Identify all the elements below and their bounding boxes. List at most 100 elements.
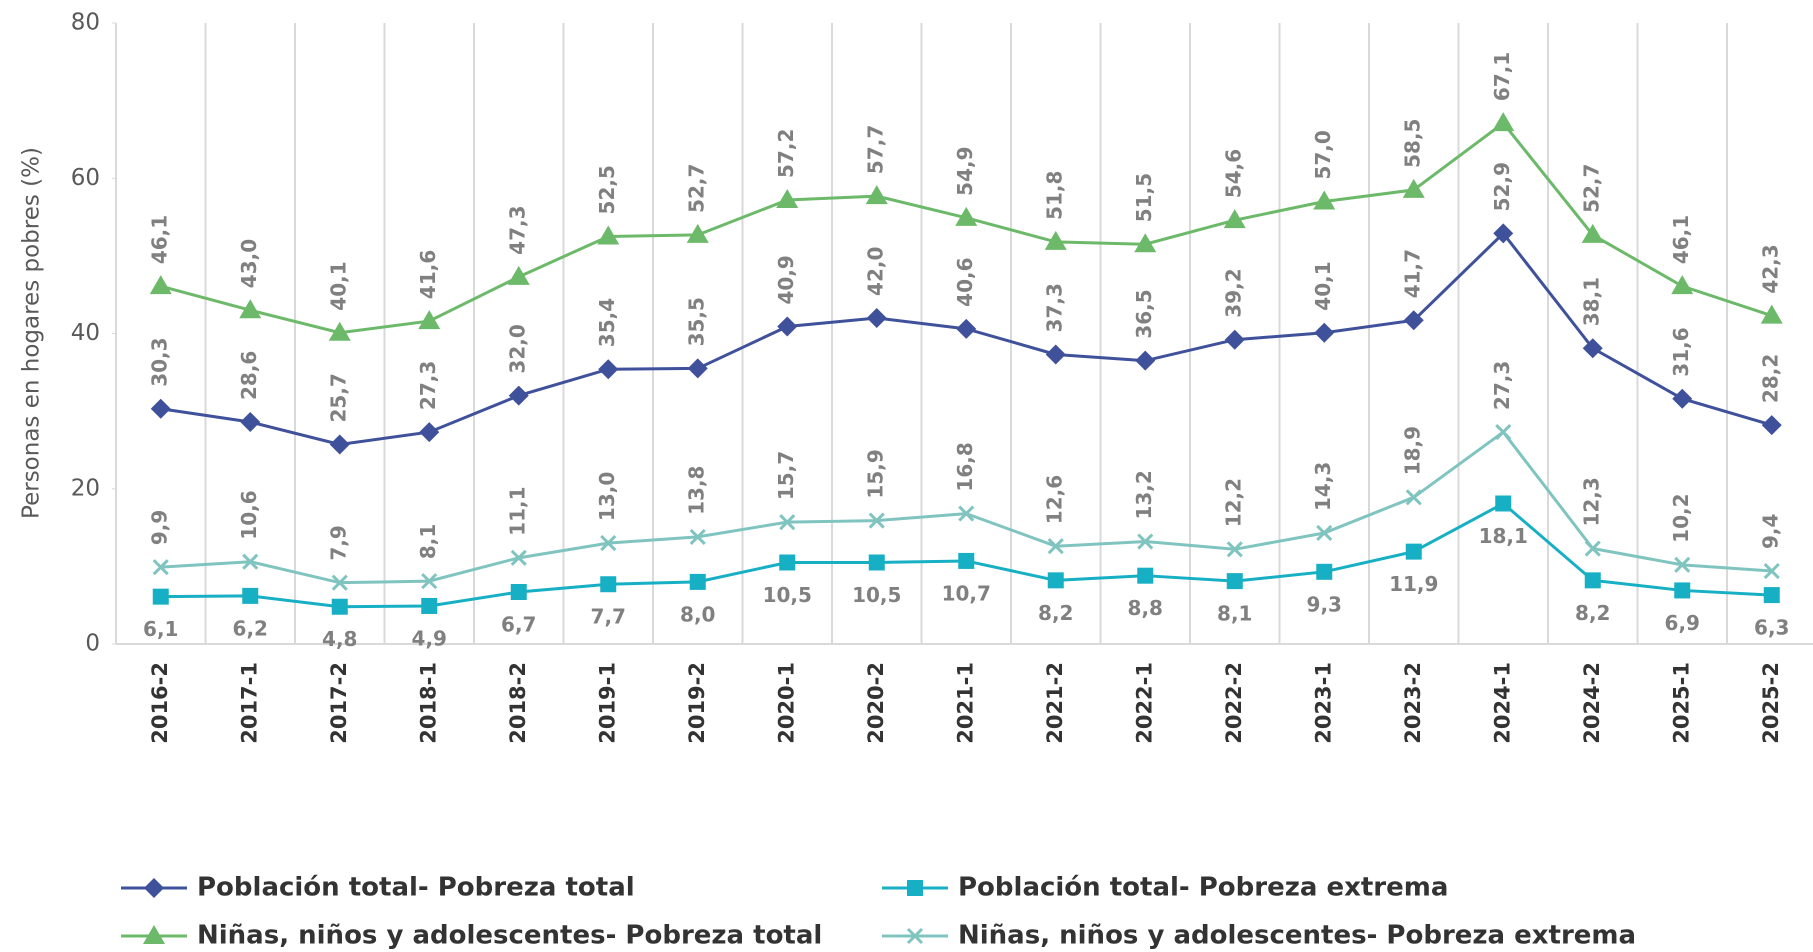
legend-label: Población total- Pobreza extrema (958, 873, 1448, 903)
marker (421, 597, 438, 614)
value-label: 9,4 (1758, 514, 1782, 549)
value-label: 7,9 (326, 525, 350, 560)
marker (597, 225, 620, 245)
marker (1763, 587, 1780, 604)
marker (865, 185, 888, 205)
value-label: 25,7 (326, 373, 350, 422)
marker (240, 411, 261, 432)
marker (1044, 230, 1067, 250)
value-label: 13,0 (595, 472, 619, 521)
marker (689, 528, 706, 545)
value-label: 4,8 (322, 627, 357, 651)
value-label: 8,8 (1128, 596, 1163, 620)
value-label: 11,1 (505, 486, 529, 535)
marker (955, 206, 978, 226)
marker (1584, 540, 1601, 557)
marker (868, 554, 885, 571)
value-label: 41,6 (416, 250, 440, 299)
marker (331, 598, 348, 615)
value-label: 46,1 (1669, 215, 1693, 264)
value-label: 6,2 (233, 616, 268, 640)
value-label: 51,5 (1132, 173, 1156, 222)
marker (779, 514, 796, 531)
y-tick-label: 40 (71, 320, 100, 346)
marker (1134, 233, 1157, 253)
value-label: 40,1 (326, 261, 350, 310)
value-label: 6,1 (143, 617, 178, 641)
marker (1313, 190, 1336, 210)
value-label: 27,3 (1490, 361, 1514, 410)
value-label: 38,1 (1579, 277, 1603, 326)
marker (242, 587, 259, 604)
x-tick-label: 2021-1 (953, 662, 977, 744)
marker (1137, 533, 1154, 550)
value-label: 7,7 (591, 605, 626, 629)
marker (598, 359, 619, 380)
value-label: 43,0 (237, 239, 261, 288)
value-label: 14,3 (1311, 462, 1335, 511)
x-tick-label: 2019-2 (685, 662, 709, 744)
x-tick-label: 2017-1 (237, 662, 261, 744)
value-label: 51,8 (1042, 171, 1066, 220)
marker (686, 223, 709, 243)
value-label: 52,7 (1579, 164, 1603, 213)
value-label: 10,7 (942, 581, 991, 605)
marker (1495, 495, 1512, 512)
marker (419, 422, 440, 443)
x-tick-label: 2025-2 (1759, 662, 1783, 744)
marker (1224, 329, 1245, 350)
marker (687, 358, 708, 379)
value-label: 28,2 (1758, 354, 1782, 403)
marker (1137, 567, 1154, 584)
marker (907, 880, 923, 896)
marker (1674, 582, 1691, 599)
value-label: 18,1 (1479, 524, 1528, 548)
marker (956, 318, 977, 339)
marker (510, 549, 527, 566)
x-tick-label: 2025-1 (1669, 662, 1693, 744)
y-tick-label: 60 (71, 165, 100, 191)
value-label: 57,2 (774, 129, 798, 178)
value-label: 35,4 (595, 298, 619, 347)
value-label: 28,6 (237, 351, 261, 400)
value-label: 9,3 (1307, 592, 1342, 616)
value-label: 52,9 (1490, 162, 1514, 211)
marker (329, 434, 350, 455)
value-label: 9,9 (147, 510, 171, 545)
value-label: 37,3 (1042, 283, 1066, 332)
value-label: 11,9 (1389, 572, 1438, 596)
x-tick-label: 2016-2 (148, 662, 172, 744)
value-label: 42,0 (863, 247, 887, 296)
value-label: 13,2 (1132, 470, 1156, 519)
value-label: 39,2 (1221, 268, 1245, 317)
value-label: 40,1 (1311, 261, 1335, 310)
marker (1314, 322, 1335, 343)
marker (1671, 275, 1694, 295)
value-label: 57,0 (1311, 130, 1335, 179)
value-label: 12,3 (1579, 477, 1603, 526)
value-label: 41,7 (1400, 249, 1424, 298)
marker (779, 554, 796, 571)
value-label: 15,9 (863, 449, 887, 498)
marker (1760, 304, 1783, 324)
value-label: 8,2 (1575, 601, 1610, 625)
marker (1584, 572, 1601, 589)
marker (1135, 350, 1156, 371)
marker (1047, 572, 1064, 589)
value-label: 67,1 (1490, 52, 1514, 101)
marker (1672, 388, 1693, 409)
marker (958, 552, 975, 569)
marker (1761, 415, 1782, 436)
x-tick-label: 2021-2 (1043, 662, 1067, 744)
marker (328, 321, 351, 341)
marker (600, 576, 617, 593)
value-label: 54,6 (1221, 149, 1245, 198)
value-label: 8,1 (416, 524, 440, 559)
value-label: 46,1 (147, 215, 171, 264)
marker (239, 299, 262, 319)
value-label: 42,3 (1758, 244, 1782, 293)
value-label: 10,2 (1669, 493, 1693, 542)
x-tick-label: 2020-2 (864, 662, 888, 744)
y-tick-label: 20 (71, 475, 100, 501)
value-label: 32,0 (505, 324, 529, 373)
